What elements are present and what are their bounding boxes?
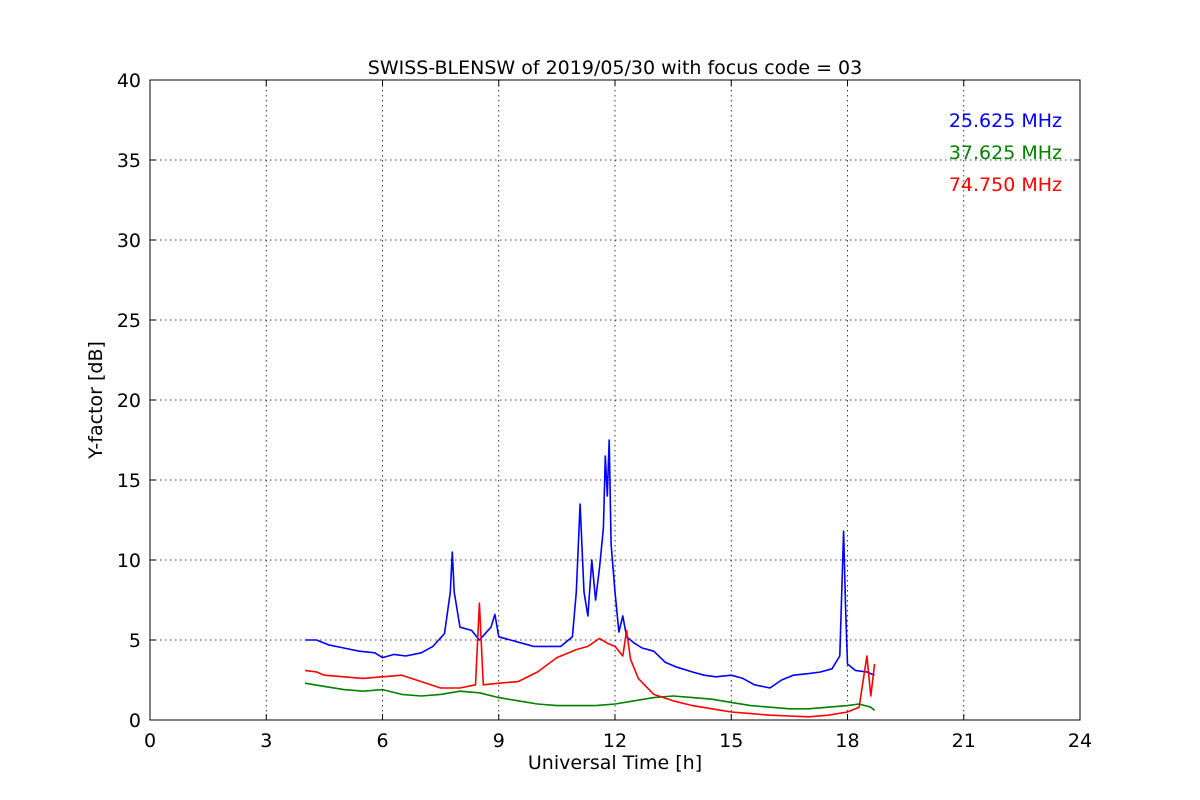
y-tick-label: 35 (117, 150, 141, 172)
y-tick-label: 15 (117, 470, 141, 492)
legend-entry: 74.750 MHz (949, 174, 1062, 196)
y-tick-label: 0 (129, 710, 141, 732)
y-axis-label: Y-factor [dB] (85, 341, 107, 460)
x-tick-label: 21 (952, 730, 976, 752)
y-tick-label: 40 (117, 70, 141, 92)
series-line-37-625-mhz (304, 682, 876, 712)
series-layer (304, 439, 876, 718)
x-tick-label: 12 (603, 730, 627, 752)
x-tick-label: 3 (260, 730, 272, 752)
legend: 25.625 MHz 37.625 MHz 74.750 MHz (949, 110, 1062, 196)
y-tick-labels: 0 5 10 15 20 25 30 35 40 (117, 70, 141, 732)
y-tick-label: 5 (129, 630, 141, 652)
x-tick-label: 24 (1068, 730, 1092, 752)
y-tick-label: 30 (117, 230, 141, 252)
x-tick-label: 6 (376, 730, 388, 752)
x-tick-label: 0 (144, 730, 156, 752)
legend-entry: 25.625 MHz (949, 110, 1062, 132)
series-line-25-625-mhz (305, 439, 875, 689)
y-tick-label: 10 (117, 550, 141, 572)
chart-title: SWISS-BLENSW of 2019/05/30 with focus co… (368, 57, 862, 79)
x-axis-label: Universal Time [h] (528, 752, 702, 774)
x-tick-labels: 0 3 6 9 12 15 18 21 24 (144, 730, 1092, 752)
x-tick-label: 15 (719, 730, 743, 752)
x-tick-label: 18 (835, 730, 859, 752)
series-line-74-750-mhz (304, 602, 876, 718)
x-tick-label: 9 (493, 730, 505, 752)
legend-entry: 37.625 MHz (949, 142, 1062, 164)
y-tick-label: 25 (117, 310, 141, 332)
y-tick-label: 20 (117, 390, 141, 412)
axis-ticks (149, 79, 1081, 721)
